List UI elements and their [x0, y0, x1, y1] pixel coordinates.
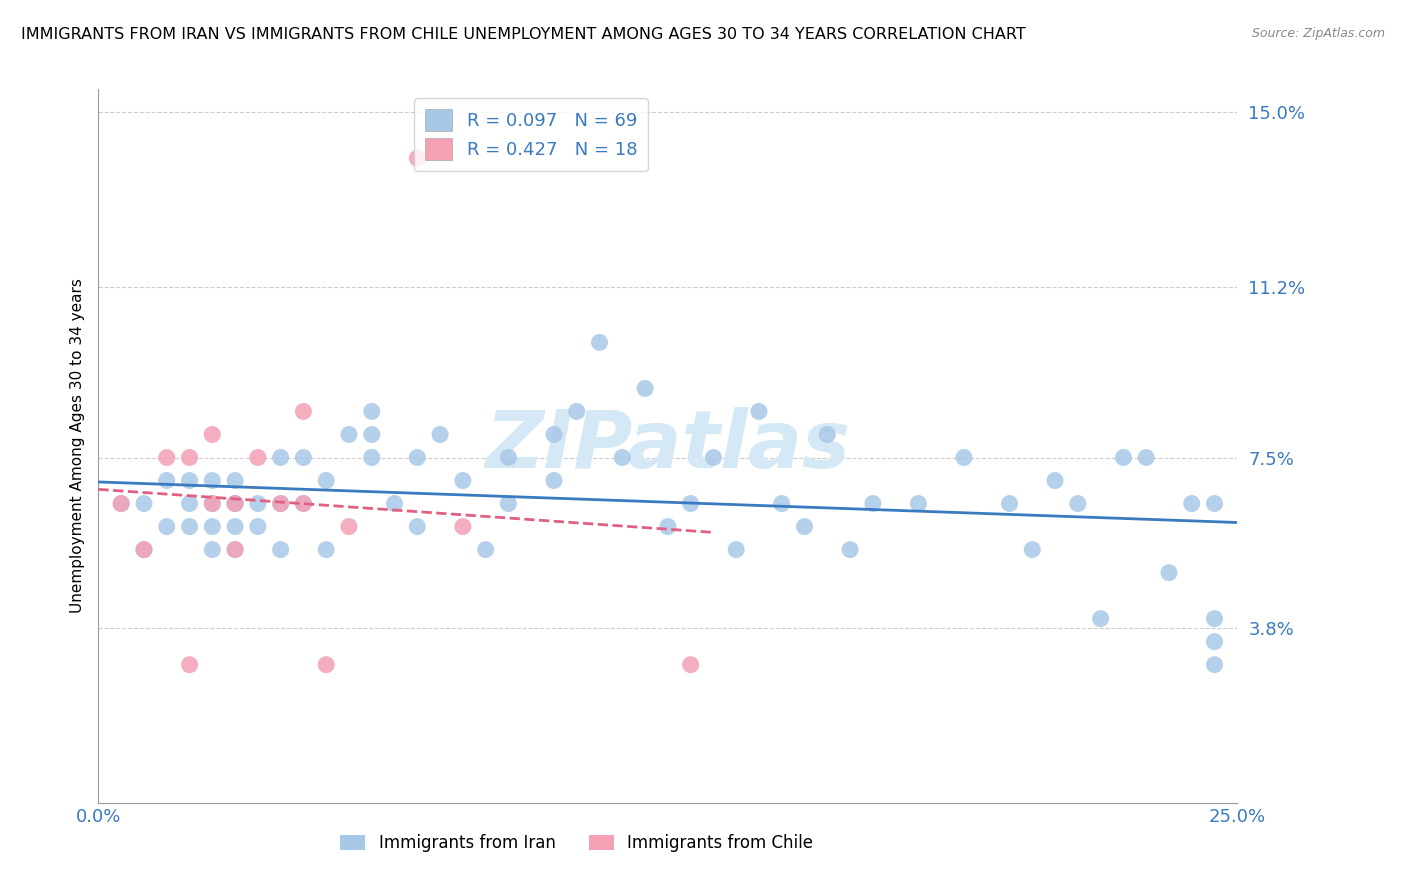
Point: [224, 542, 246, 557]
Point: [156, 519, 179, 533]
Point: [224, 497, 246, 511]
Point: [315, 474, 337, 488]
Point: [337, 427, 360, 442]
Point: [862, 497, 884, 511]
Point: [543, 427, 565, 442]
Point: [315, 657, 337, 672]
Point: [224, 497, 246, 511]
Point: [1204, 612, 1226, 626]
Point: [702, 450, 724, 465]
Point: [179, 497, 201, 511]
Point: [1204, 657, 1226, 672]
Point: [132, 497, 155, 511]
Point: [292, 497, 315, 511]
Point: [1204, 497, 1226, 511]
Point: [201, 519, 224, 533]
Point: [292, 404, 315, 418]
Point: [429, 427, 451, 442]
Point: [998, 497, 1021, 511]
Point: [246, 450, 269, 465]
Point: [270, 497, 292, 511]
Point: [224, 497, 246, 511]
Point: [679, 657, 702, 672]
Point: [474, 542, 496, 557]
Point: [612, 450, 634, 465]
Point: [907, 497, 929, 511]
Point: [634, 381, 657, 395]
Point: [337, 519, 360, 533]
Point: [543, 474, 565, 488]
Point: [839, 542, 862, 557]
Point: [132, 542, 155, 557]
Y-axis label: Unemployment Among Ages 30 to 34 years: Unemployment Among Ages 30 to 34 years: [69, 278, 84, 614]
Point: [270, 450, 292, 465]
Point: [1204, 634, 1226, 648]
Point: [406, 450, 429, 465]
Point: [201, 542, 224, 557]
Point: [565, 404, 588, 418]
Point: [246, 519, 269, 533]
Point: [270, 542, 292, 557]
Point: [1021, 542, 1043, 557]
Point: [270, 497, 292, 511]
Point: [156, 450, 179, 465]
Point: [1067, 497, 1090, 511]
Point: [406, 151, 429, 165]
Point: [451, 474, 474, 488]
Point: [132, 542, 155, 557]
Point: [179, 519, 201, 533]
Point: [498, 450, 520, 465]
Point: [110, 497, 132, 511]
Point: [815, 427, 838, 442]
Point: [360, 450, 382, 465]
Text: IMMIGRANTS FROM IRAN VS IMMIGRANTS FROM CHILE UNEMPLOYMENT AMONG AGES 30 TO 34 Y: IMMIGRANTS FROM IRAN VS IMMIGRANTS FROM …: [21, 27, 1026, 42]
Point: [793, 519, 815, 533]
Legend: Immigrants from Iran, Immigrants from Chile: Immigrants from Iran, Immigrants from Ch…: [333, 828, 820, 859]
Point: [292, 497, 315, 511]
Point: [179, 657, 201, 672]
Point: [748, 404, 770, 418]
Point: [201, 474, 224, 488]
Point: [1157, 566, 1180, 580]
Point: [406, 519, 429, 533]
Point: [156, 474, 179, 488]
Point: [1090, 612, 1112, 626]
Point: [1043, 474, 1066, 488]
Point: [657, 519, 679, 533]
Point: [292, 450, 315, 465]
Text: Source: ZipAtlas.com: Source: ZipAtlas.com: [1251, 27, 1385, 40]
Point: [953, 450, 976, 465]
Point: [1181, 497, 1204, 511]
Point: [1112, 450, 1135, 465]
Point: [451, 519, 474, 533]
Text: ZIPatlas: ZIPatlas: [485, 407, 851, 485]
Point: [201, 427, 224, 442]
Point: [360, 427, 382, 442]
Point: [179, 450, 201, 465]
Point: [679, 497, 702, 511]
Point: [725, 542, 748, 557]
Point: [179, 474, 201, 488]
Point: [770, 497, 793, 511]
Point: [201, 497, 224, 511]
Point: [224, 542, 246, 557]
Point: [315, 542, 337, 557]
Point: [224, 474, 246, 488]
Point: [246, 497, 269, 511]
Point: [1135, 450, 1157, 465]
Point: [588, 335, 610, 350]
Point: [110, 497, 132, 511]
Point: [224, 519, 246, 533]
Point: [498, 497, 520, 511]
Point: [384, 497, 406, 511]
Point: [201, 497, 224, 511]
Point: [360, 404, 382, 418]
